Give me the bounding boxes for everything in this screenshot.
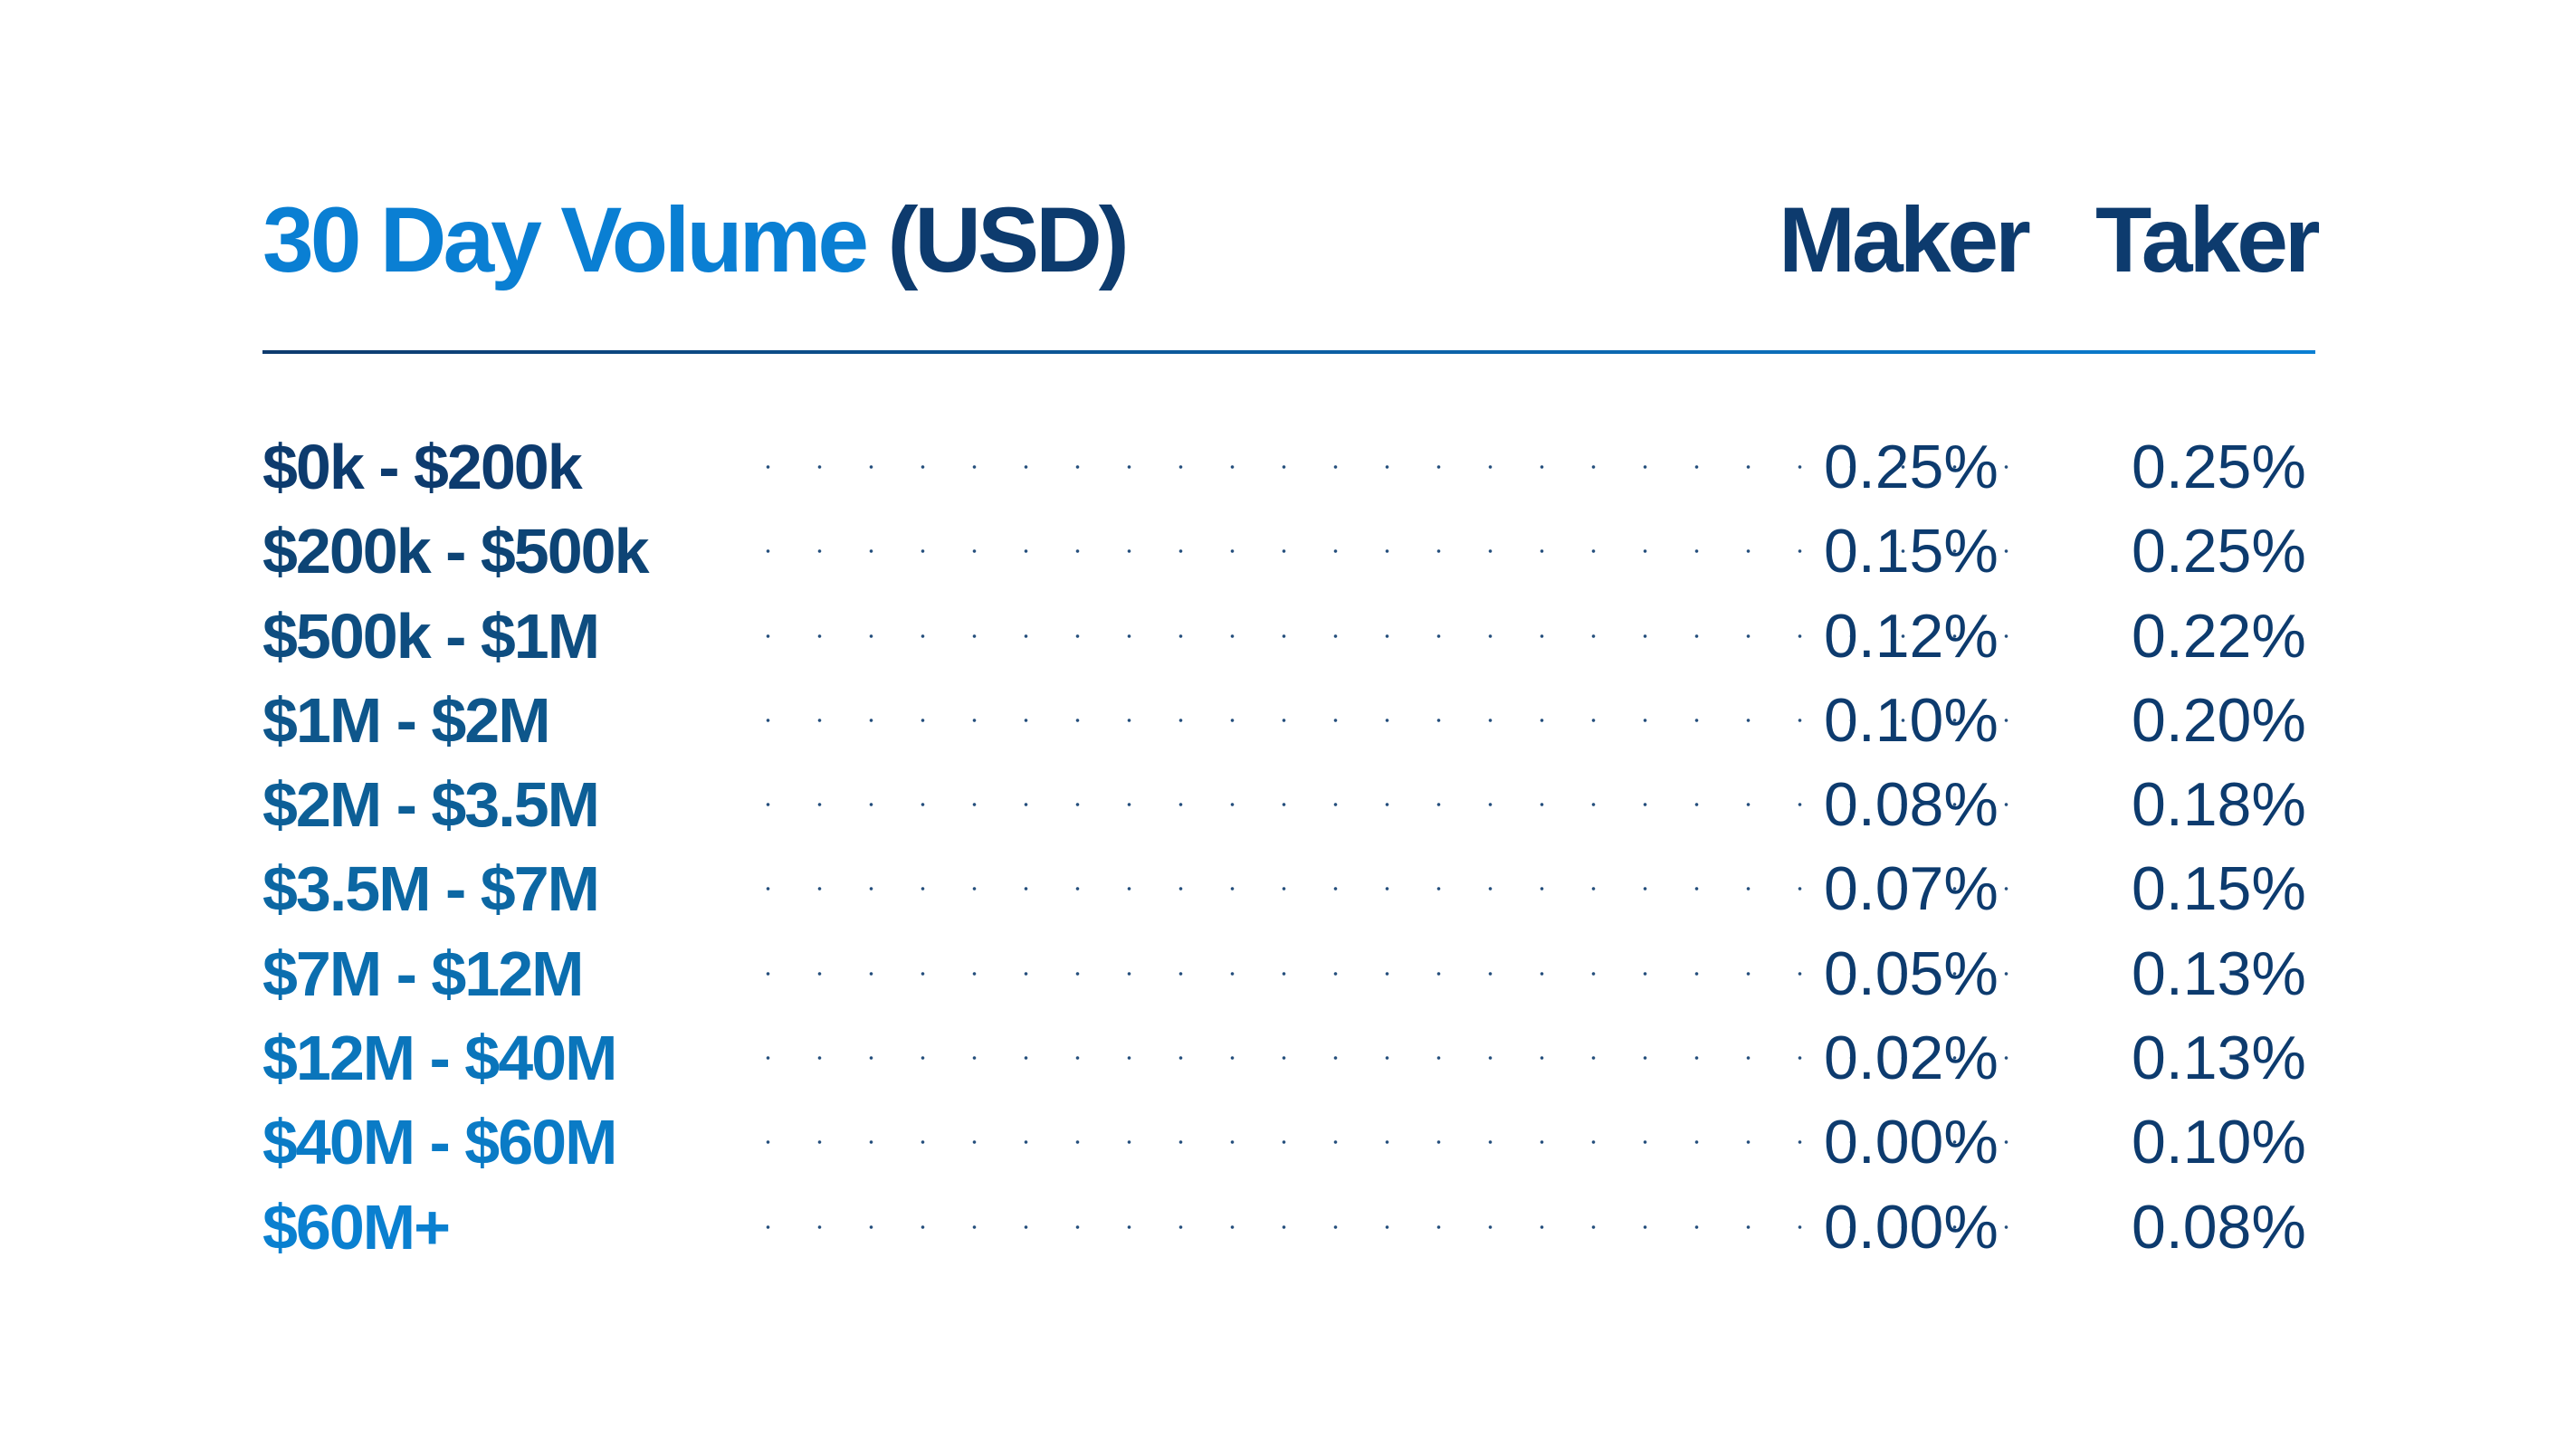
volume-range: $500k - $1M [262, 600, 600, 672]
maker-fee: 0.25% [1824, 433, 1999, 501]
maker-column-header: Maker [1779, 188, 2031, 291]
taker-fee: 0.22% [2132, 601, 2306, 671]
volume-range: $7M - $12M [262, 938, 584, 1009]
dot-leader [742, 887, 2009, 891]
taker-column-header: Taker [2095, 188, 2321, 291]
table-row: $60M+ 0.00% 0.08% [262, 1186, 2315, 1270]
maker-fee: 0.05% [1824, 938, 1999, 1008]
table-row: $200k - $500k 0.15% 0.25% [262, 510, 2315, 594]
taker-fee: 0.18% [2132, 770, 2306, 840]
volume-range: $40M - $60M [262, 1107, 617, 1178]
table-header: 30 Day Volume (USD) Maker Taker [262, 181, 2321, 299]
dot-leader [742, 718, 2009, 722]
volume-range: $1M - $2M [262, 684, 551, 756]
taker-fee: 0.20% [2132, 685, 2306, 755]
table-title: 30 Day Volume (USD) [262, 181, 1130, 299]
maker-fee: 0.10% [1824, 685, 1999, 755]
dot-leader [742, 634, 2009, 638]
volume-range: $0k - $200k [262, 432, 583, 502]
table-row: $0k - $200k 0.25% 0.25% [262, 425, 2315, 510]
maker-fee: 0.07% [1824, 854, 1999, 924]
maker-fee: 0.00% [1824, 1108, 1999, 1177]
table-row: $3.5M - $7M 0.07% 0.15% [262, 847, 2315, 931]
volume-range: $12M - $40M [262, 1023, 617, 1094]
table-row: $12M - $40M 0.02% 0.13% [262, 1016, 2315, 1100]
dot-leader [742, 1056, 2009, 1061]
table-row: $7M - $12M 0.05% 0.13% [262, 932, 2315, 1016]
taker-fee: 0.15% [2132, 854, 2306, 924]
taker-fee: 0.25% [2132, 433, 2306, 501]
maker-fee: 0.02% [1824, 1024, 1999, 1093]
title-main: 30 Day Volume [262, 188, 869, 291]
dot-leader [742, 1224, 2009, 1229]
table-row: $40M - $60M 0.00% 0.10% [262, 1100, 2315, 1185]
taker-fee: 0.08% [2132, 1192, 2306, 1262]
taker-fee: 0.25% [2132, 517, 2306, 586]
taker-fee: 0.10% [2132, 1108, 2306, 1177]
volume-range: $3.5M - $7M [262, 853, 600, 925]
volume-range: $2M - $3.5M [262, 769, 600, 841]
table-row: $2M - $3.5M 0.08% 0.18% [262, 763, 2315, 847]
volume-range: $60M+ [262, 1191, 451, 1262]
fee-table: $0k - $200k 0.25% 0.25% $200k - $500k 0.15% 0… [262, 425, 2315, 1270]
maker-fee: 0.08% [1824, 770, 1999, 840]
header-divider [262, 350, 2315, 354]
taker-fee: 0.13% [2132, 1024, 2306, 1093]
table-row: $500k - $1M 0.12% 0.22% [262, 595, 2315, 679]
dot-leader [742, 1140, 2009, 1145]
table-row: $1M - $2M 0.10% 0.20% [262, 679, 2315, 763]
dot-leader [742, 549, 2009, 554]
dot-leader [742, 803, 2009, 807]
maker-fee: 0.15% [1824, 517, 1999, 586]
title-unit: (USD) [887, 188, 1129, 291]
dot-leader [742, 465, 2009, 469]
dot-leader [742, 971, 2009, 976]
maker-fee: 0.12% [1824, 601, 1999, 671]
volume-range: $200k - $500k [262, 516, 650, 587]
maker-fee: 0.00% [1824, 1192, 1999, 1262]
taker-fee: 0.13% [2132, 938, 2306, 1008]
